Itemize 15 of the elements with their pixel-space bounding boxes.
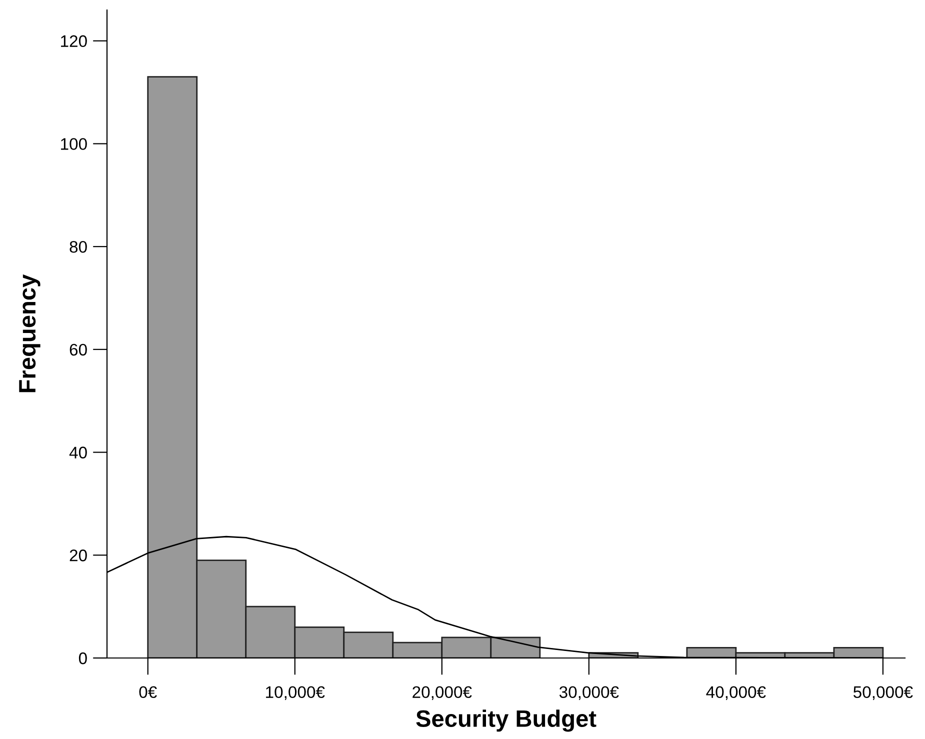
y-tick-label: 100 <box>61 138 87 150</box>
y-tick-label: 120 <box>61 35 87 48</box>
y-tick-label: 80 <box>70 240 87 253</box>
x-tick-label: 20,000€ <box>412 686 472 700</box>
x-tick-label: 0€ <box>139 686 157 698</box>
y-tick-label: 0 <box>78 652 87 664</box>
y-tick-label: 60 <box>70 344 87 356</box>
x-tick-label: 30,000€ <box>559 686 619 700</box>
x-tick-label: 40,000€ <box>706 686 766 700</box>
y-axis-title: Frequency <box>19 274 40 392</box>
x-axis-title: Security Budget <box>416 710 596 732</box>
x-tick-label: 50,000€ <box>853 686 913 700</box>
x-tick-label: 10,000€ <box>266 686 325 700</box>
y-tick-label: 20 <box>70 550 87 562</box>
y-tick-label: 40 <box>69 446 87 458</box>
